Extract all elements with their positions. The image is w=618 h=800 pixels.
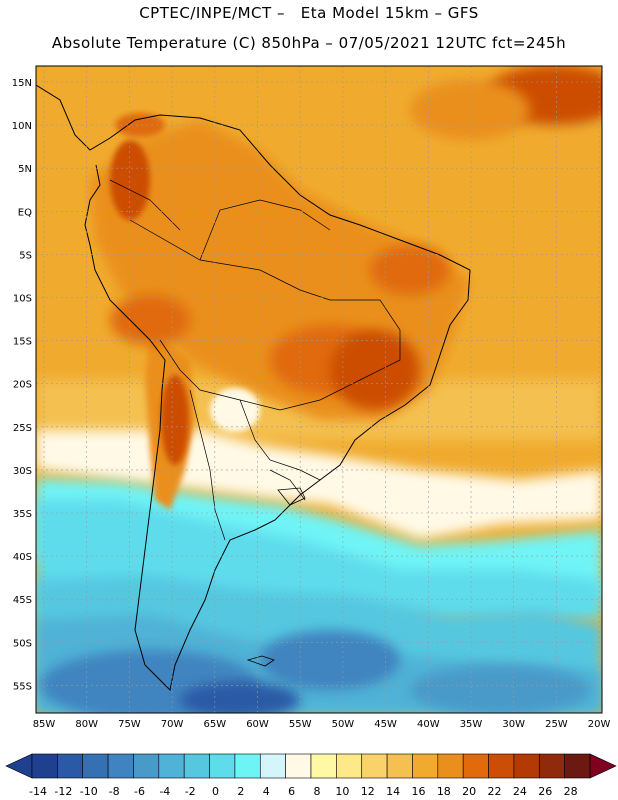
colorbar-swatch [513,753,540,779]
lon-label: 40W [417,719,440,730]
lon-label: 20W [588,719,611,730]
colorbar-label: 10 [335,785,349,798]
lat-label: 5S [19,250,32,261]
colorbar-swatch [310,753,337,779]
lon-label: 25W [545,719,568,730]
colorbar-label: 0 [212,785,219,798]
colorbar-label: 12 [361,785,375,798]
colorbar-swatch [234,753,261,779]
longitude-labels: 85W 80W 75W 70W 65W 60W 55W 50W 45W 40W 35W 30W 25W 2… [33,719,611,730]
colorbar-swatch [107,753,134,779]
colorbar-swatch [437,753,464,779]
colorbar-swatch [158,753,185,779]
map-title-line2: Absolute Temperature (C) 850hPa – 07/05/… [51,34,567,52]
colorbar-label: 28 [564,785,578,798]
colorbar-label: 8 [314,785,321,798]
lat-label: 15S [13,337,32,348]
lat-label: 10S [13,294,32,305]
coastline [36,84,471,692]
lon-label: 60W [246,719,269,730]
lat-label: 35S [13,509,32,520]
colorbar-swatch [462,753,489,779]
lat-label: 20S [13,380,32,391]
colorbar-swatch [82,753,109,779]
colorbar-swatch [259,753,286,779]
colorbar-swatch [209,753,236,779]
lon-label: 55W [289,719,312,730]
colorbar-label: -6 [134,785,145,798]
colorbar-label: -10 [80,785,98,798]
colorbar-swatch [336,753,363,779]
colorbar-labels: -14 -12 -10 -8 -6 -4 -2 0 2 4 6 8 10 12 14 16 18 20 22 24 26… [29,785,578,798]
colorbar-swatch [133,753,160,779]
map-frame [35,65,603,714]
colorbar-swatch [285,753,312,779]
temperature-field [36,66,602,713]
colorbar-label: 14 [386,785,400,798]
colorbar-swatch [31,753,58,779]
colorbar-label: 20 [462,785,476,798]
lat-label: 55S [13,681,32,692]
colorbar-swatch [183,753,210,779]
lat-label: 45S [13,595,32,606]
colorbar-label: -2 [185,785,196,798]
colorbar-label: 6 [288,785,295,798]
colorbar-max-arrow [589,753,617,779]
colorbar-swatch [538,753,565,779]
colorbar-label: -14 [29,785,47,798]
lat-label: 50S [13,638,32,649]
lon-label: 30W [502,719,525,730]
colorbar-label: 16 [411,785,425,798]
colorbar-label: 26 [538,785,552,798]
lon-label: 65W [203,719,226,730]
colorbar-swatch [361,753,388,779]
colorbar-label: 24 [513,785,527,798]
lat-label: 10N [12,121,32,132]
lon-label: 35W [460,719,483,730]
colorbar-label: -8 [109,785,120,798]
lat-label: 25S [13,423,32,434]
colorbar-label: 18 [437,785,451,798]
lat-label: EQ [18,207,32,218]
colorbar-label: -12 [54,785,72,798]
colorbar-swatch [488,753,515,779]
lon-label: 70W [161,719,184,730]
lon-label: 75W [118,719,141,730]
colorbar-swatch [564,753,591,779]
lon-label: 80W [75,719,98,730]
colorbar-label: 2 [237,785,244,798]
lat-label: 5N [18,164,32,175]
map-title-line1: CPTEC/INPE/MCT – Eta Model 15km – GFS [139,4,479,22]
graticule [36,66,602,713]
colorbar-min-arrow [5,753,33,779]
lat-label: 15N [12,78,32,89]
lat-label: 40S [13,552,32,563]
latitude-labels: 15N 10N 5N EQ 5S 10S 15S 20S 25S 30S 35S 40S 45S 50S 5… [12,78,32,692]
colorbar-label: -4 [159,785,170,798]
colorbar-label: 4 [263,785,270,798]
colorbar [5,753,617,779]
lat-label: 30S [13,466,32,477]
lon-label: 50W [332,719,355,730]
lon-label: 45W [374,719,397,730]
lon-label: 85W [33,719,56,730]
colorbar-label: 22 [488,785,502,798]
colorbar-swatch [412,753,439,779]
colorbar-swatch [57,753,84,779]
colorbar-swatch [386,753,413,779]
